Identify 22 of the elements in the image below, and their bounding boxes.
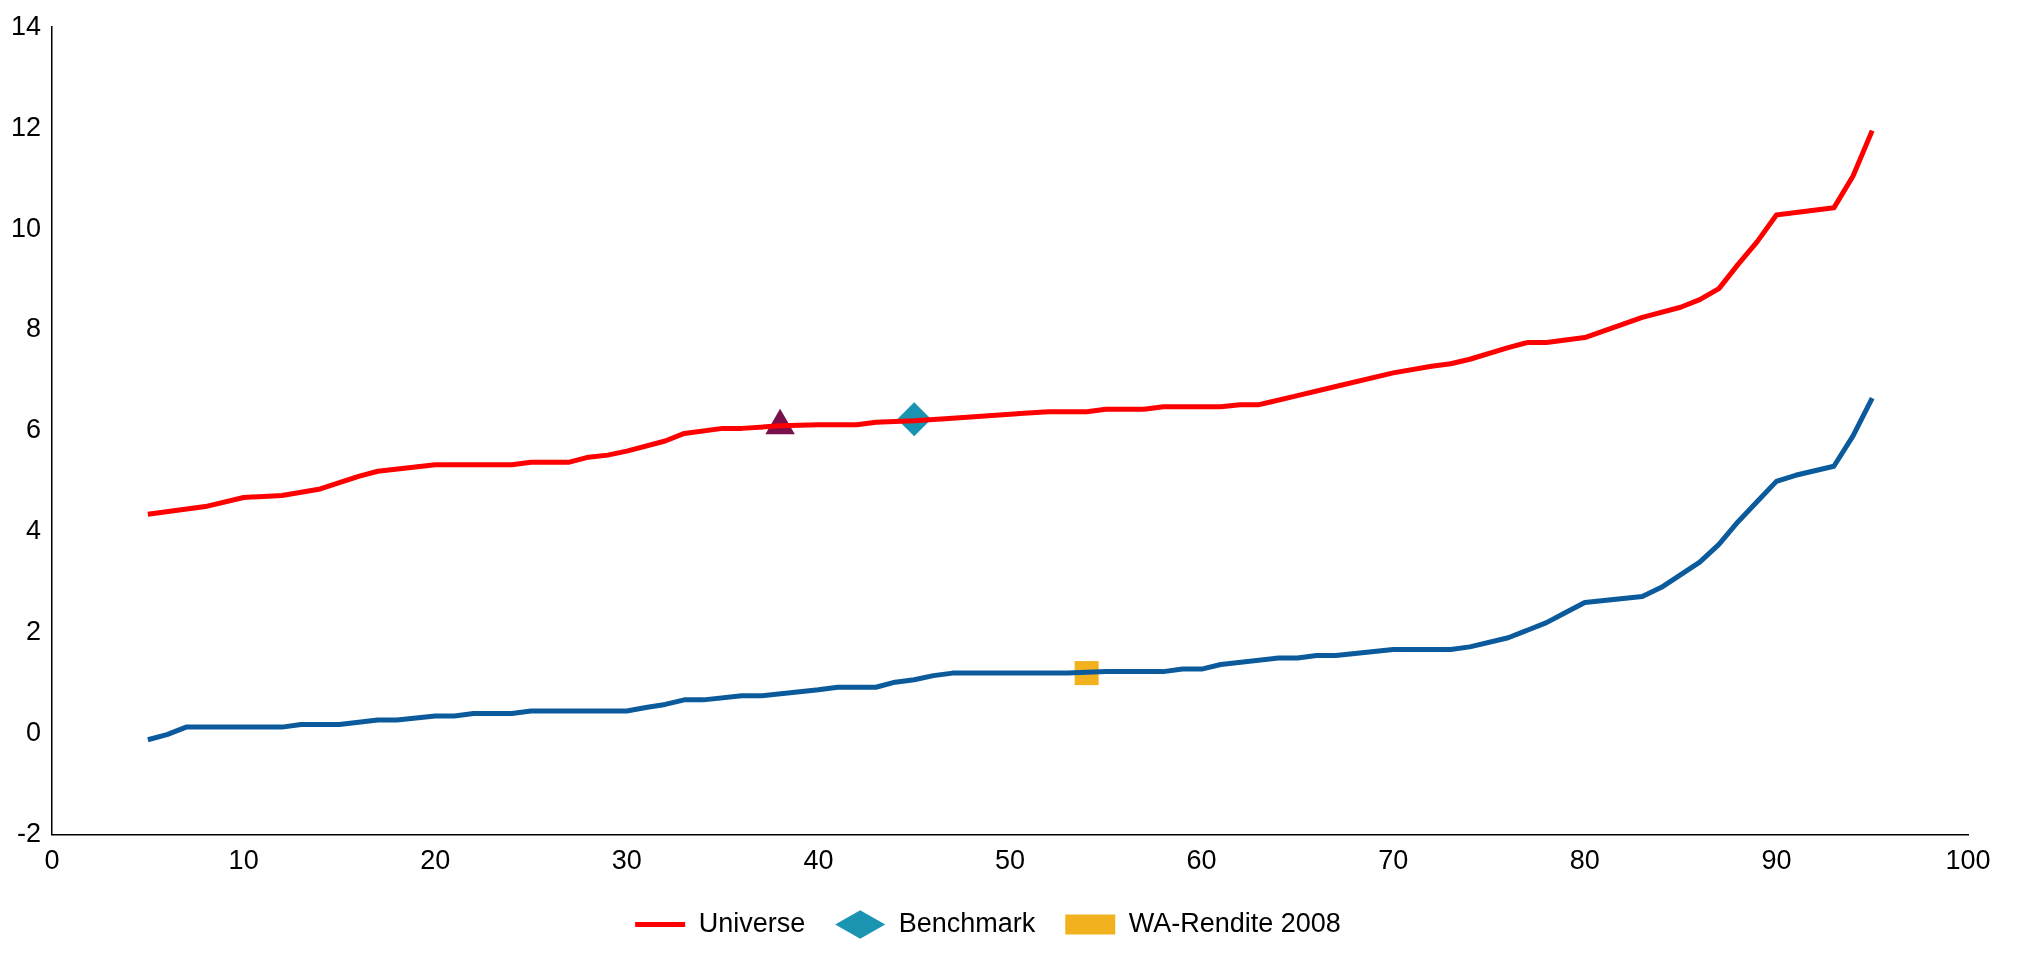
x-tick-label: 10: [228, 845, 259, 876]
y-tick-label: 14: [10, 10, 42, 41]
y-tick-label: -2: [17, 818, 42, 849]
x-tick-label: 50: [994, 845, 1026, 876]
y-tick-label: 8: [26, 313, 42, 344]
x-tick-label: 60: [1186, 845, 1217, 876]
y-tick-label: 4: [26, 515, 42, 546]
y-tick-label: 2: [26, 616, 42, 647]
x-tick-label: 100: [1945, 845, 1991, 876]
x-tick-label: 40: [803, 845, 834, 876]
legend-label: Benchmark: [898, 907, 1036, 938]
y-tick-label: 0: [26, 717, 42, 748]
x-tick-label: 70: [1378, 845, 1409, 876]
legend-label: WA-Rendite 2008: [1128, 907, 1341, 938]
x-tick-label: 30: [611, 845, 642, 876]
x-tick-label: 20: [420, 845, 451, 876]
y-tick-label: 12: [10, 111, 42, 142]
legend-label: Universe: [698, 907, 806, 938]
y-tick-label: 6: [26, 414, 42, 445]
x-tick-label: 90: [1761, 845, 1792, 876]
x-tick-label: 80: [1569, 845, 1600, 876]
y-tick-label: 10: [10, 212, 42, 243]
